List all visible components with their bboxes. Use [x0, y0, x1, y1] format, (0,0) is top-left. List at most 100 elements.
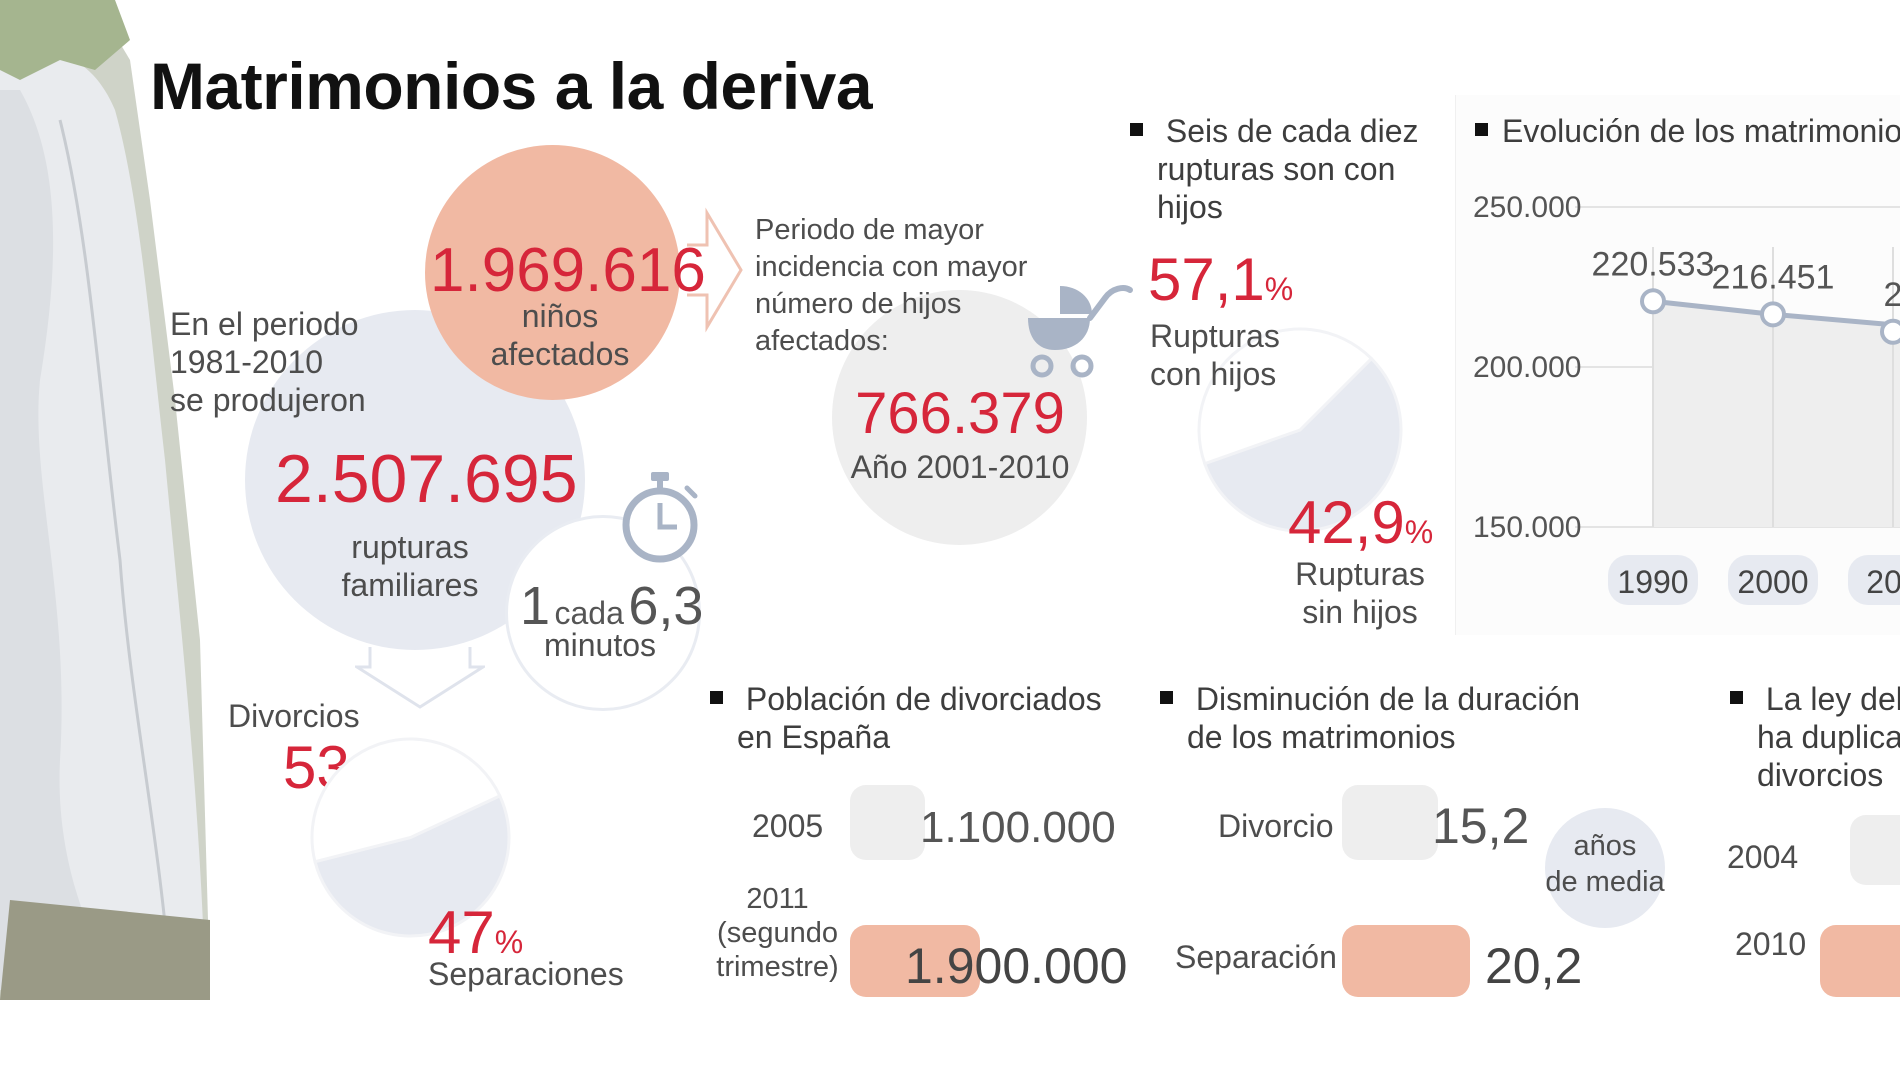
divorce-split-pie-chart [310, 737, 511, 938]
with-children-label-1: Rupturas [1150, 318, 1280, 354]
children-label-2: afectados [490, 336, 630, 372]
y-tick-label: 150.000 [1473, 511, 1581, 544]
population-row1-value: 1.100.000 [920, 803, 1116, 852]
peak-years: Año 2001-2010 [850, 449, 1070, 485]
stopwatch-icon [622, 472, 698, 563]
population-heading-2: en España [737, 719, 891, 755]
data-label: 220.533 [1592, 245, 1715, 283]
law-heading-2: ha duplica [1757, 719, 1900, 755]
peak-text-4: afectados: [755, 325, 889, 357]
population-row2-year-2: (segundo [717, 917, 838, 949]
with-children-heading-1: Seis de cada diez [1165, 113, 1419, 149]
duration-heading-1: Disminución de la duración [1195, 681, 1581, 717]
with-children-heading-3: hijos [1157, 189, 1223, 225]
with-children-pct: % [1264, 271, 1294, 307]
duration-row1-label: Divorcio [1218, 808, 1334, 844]
y-tick-label: 200.000 [1473, 351, 1581, 384]
evolution-heading: Evolución de los matrimonios [1475, 112, 1900, 150]
children-label: niños afectados [470, 297, 650, 373]
with-children-number: 57,1 [1148, 246, 1265, 313]
peak-value: 766.379 [855, 381, 1065, 446]
population-row2-year: 2011 (segundo trimestre) [705, 882, 850, 984]
population-heading: Población de divorciados en España [710, 680, 1102, 756]
law-row1-year: 2004 [1727, 839, 1799, 875]
with-children-label: Rupturas con hijos [1150, 317, 1280, 393]
total-label-1: rupturas [351, 529, 469, 565]
duration-note: años de media [1540, 828, 1670, 900]
population-bar-2005 [850, 785, 925, 860]
intro-line-2: 1981-2010 [170, 344, 324, 380]
total-label: rupturas familiares [320, 528, 500, 604]
duration-heading-2: de los matrimonios [1187, 719, 1456, 755]
x-tick-label: 1990 [1617, 564, 1688, 600]
duration-row1-value: 15,2 [1432, 798, 1530, 854]
page-title: Matrimonios a la deriva [150, 49, 873, 123]
with-children-label-2: con hijos [1150, 356, 1277, 392]
children-label-1: niños [521, 298, 599, 334]
law-bar-2004 [1850, 815, 1900, 885]
separations-number: 47 [428, 899, 495, 966]
children-value: 1.969.616 [430, 236, 706, 305]
stroller-icon [1028, 285, 1133, 378]
duration-row2-value: 20,2 [1485, 938, 1583, 994]
x-tick-label: 200 [1866, 564, 1900, 600]
without-children-number: 42,9 [1288, 489, 1405, 556]
separations-value: 47% [428, 898, 523, 967]
data-label: 216.451 [1712, 258, 1835, 296]
children-circle [425, 145, 680, 400]
law-bar-2010 [1820, 925, 1900, 997]
with-children-heading: Seis de cada diez rupturas son con hijos [1130, 112, 1419, 226]
x-tick-label: 2000 [1737, 564, 1808, 600]
x-tick-badge [1608, 555, 1698, 605]
peak-text-2: incidencia con mayor [755, 251, 1028, 283]
divorces-label: Divorcios [228, 698, 360, 734]
total-label-2: familiares [341, 567, 479, 603]
frequency-one: 1 [520, 576, 551, 636]
law-heading-1: La ley del [1765, 681, 1900, 717]
frequency-cada: cada [554, 595, 624, 631]
without-children-pct: % [1404, 514, 1434, 550]
x-tick-badge [1728, 555, 1818, 605]
intro-text: En el periodo 1981-2010 se produjeron [170, 305, 366, 419]
population-row2-value: 1.900.000 [905, 938, 1128, 994]
duration-bar-separation [1342, 925, 1470, 997]
data-label: 2 [1884, 276, 1900, 314]
law-row2-year: 2010 [1735, 926, 1807, 962]
arrow-right-icon [687, 207, 743, 333]
frequency-text: 1 cada 6,3 [520, 575, 703, 637]
without-children-value: 42,9% [1288, 488, 1433, 557]
population-heading-1: Población de divorciados [745, 681, 1102, 717]
total-value: 2.507.695 [275, 441, 578, 517]
intro-line-3: se produjeron [170, 382, 366, 418]
with-children-value: 57,1% [1148, 245, 1293, 314]
with-children-heading-2: rupturas son con [1157, 151, 1396, 187]
without-children-label-2: sin hijos [1302, 594, 1418, 630]
children-pie-chart [1197, 327, 1403, 533]
data-point [1760, 301, 1786, 328]
law-heading-3: divorcios [1757, 757, 1884, 793]
intro-line-1: En el periodo [170, 306, 359, 342]
pie-slice-without-children [1197, 327, 1374, 466]
data-point [1880, 318, 1900, 345]
population-row1-year: 2005 [752, 808, 824, 844]
duration-bar-divorce [1342, 785, 1438, 860]
x-tick-badge [1848, 555, 1900, 605]
duration-note-circle [1545, 808, 1665, 928]
frequency-unit: minutos [543, 627, 657, 663]
y-tick-label: 250.000 [1473, 191, 1581, 224]
without-children-label-1: Rupturas [1295, 556, 1425, 592]
duration-note-1: años [1573, 830, 1637, 862]
population-bar-2011 [850, 925, 980, 997]
population-row2-year-3: trimestre) [716, 951, 839, 983]
separations-pct: % [494, 924, 524, 960]
pie-slice-separations [310, 737, 502, 864]
peak-text-1: Periodo de mayor [755, 214, 984, 246]
data-point [1640, 288, 1666, 315]
duration-note-2: de media [1545, 866, 1665, 898]
pie-slice-divorces [313, 793, 511, 938]
population-row2-year-1: 2011 [746, 883, 809, 915]
arrow-down-icon [355, 647, 485, 709]
bride-photo [0, 0, 210, 1010]
peak-text-3: número de hijos [755, 288, 962, 320]
